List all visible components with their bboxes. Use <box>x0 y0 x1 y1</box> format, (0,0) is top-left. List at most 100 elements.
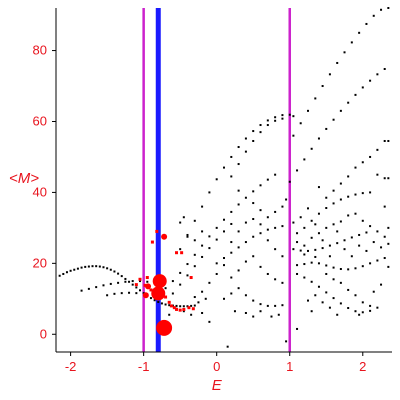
data-point <box>376 259 379 262</box>
highlight-point <box>175 307 179 311</box>
data-point <box>259 209 262 212</box>
data-point <box>179 221 182 224</box>
data-point <box>201 205 204 208</box>
data-point <box>237 269 240 272</box>
data-point <box>76 267 79 270</box>
data-point <box>197 301 200 304</box>
data-point <box>168 313 171 316</box>
data-point <box>237 287 240 290</box>
data-point <box>244 150 247 153</box>
data-point <box>259 310 262 313</box>
y-tick-label: 40 <box>33 184 47 199</box>
highlight-point <box>175 251 179 255</box>
data-point <box>266 228 269 231</box>
y-tick-label: 60 <box>33 113 47 128</box>
data-point <box>182 310 185 313</box>
data-point <box>124 280 127 283</box>
data-point <box>296 241 299 244</box>
data-point <box>354 93 357 96</box>
data-point <box>387 7 390 9</box>
data-point <box>383 235 386 238</box>
data-point <box>193 239 196 242</box>
data-point <box>358 313 361 316</box>
data-point <box>369 225 372 228</box>
data-point <box>237 230 240 233</box>
data-point <box>237 246 240 249</box>
data-point <box>350 255 353 258</box>
data-point <box>266 178 269 181</box>
data-point <box>266 272 269 275</box>
data-point <box>339 302 342 305</box>
data-point <box>252 315 255 318</box>
data-point <box>80 289 83 292</box>
highlight-blob <box>142 292 149 299</box>
data-point <box>310 310 313 313</box>
data-point <box>252 255 255 258</box>
data-point <box>299 249 302 252</box>
data-point <box>328 244 331 247</box>
data-point <box>193 219 196 222</box>
data-point <box>347 307 350 310</box>
data-point <box>383 67 386 70</box>
data-point <box>244 196 247 199</box>
data-point <box>102 284 105 287</box>
data-point <box>120 292 123 295</box>
data-point <box>259 184 262 187</box>
data-point <box>208 320 211 323</box>
data-point <box>383 257 386 260</box>
data-point <box>102 266 105 269</box>
data-point <box>361 311 364 314</box>
data-point <box>376 73 379 76</box>
data-point <box>372 14 375 17</box>
data-point <box>106 294 109 297</box>
data-point <box>361 265 364 268</box>
data-point <box>347 288 350 291</box>
data-point <box>339 182 342 185</box>
data-point <box>336 230 339 233</box>
data-point <box>266 239 269 242</box>
x-ticks: -2 -1 0 1 2 <box>65 352 366 374</box>
black-point-series <box>58 7 390 348</box>
data-point <box>281 205 284 208</box>
data-point <box>149 297 152 300</box>
data-point <box>317 186 320 189</box>
highlight-point <box>187 306 191 310</box>
data-point <box>223 257 225 260</box>
y-axis-title: <M> <box>9 170 39 187</box>
data-point <box>369 304 372 307</box>
data-point <box>179 248 182 251</box>
data-point <box>215 262 218 265</box>
data-point <box>274 210 277 213</box>
data-point <box>383 139 386 142</box>
data-point <box>314 248 317 251</box>
data-point <box>328 255 331 258</box>
data-point <box>310 219 313 222</box>
data-point <box>288 180 291 183</box>
data-point <box>175 304 178 307</box>
data-point <box>296 232 299 235</box>
data-point <box>182 305 185 308</box>
data-point <box>387 177 390 180</box>
data-point <box>274 278 277 281</box>
data-point <box>237 146 240 149</box>
data-point <box>274 119 277 122</box>
x-tick-label: 2 <box>359 359 366 374</box>
data-point <box>230 222 233 225</box>
data-point <box>252 235 255 238</box>
data-point <box>193 304 196 307</box>
data-point <box>369 262 372 265</box>
x-tick-label: -1 <box>138 359 150 374</box>
data-point <box>314 97 317 100</box>
data-point <box>317 285 320 288</box>
data-point <box>73 268 76 271</box>
data-point <box>339 109 342 112</box>
data-point <box>347 214 350 217</box>
data-point <box>98 265 101 268</box>
data-point <box>339 268 342 271</box>
data-point <box>354 294 357 297</box>
data-point <box>354 267 357 270</box>
data-point <box>328 73 331 76</box>
data-point <box>310 147 313 150</box>
data-point <box>259 265 262 268</box>
data-point <box>270 315 273 318</box>
